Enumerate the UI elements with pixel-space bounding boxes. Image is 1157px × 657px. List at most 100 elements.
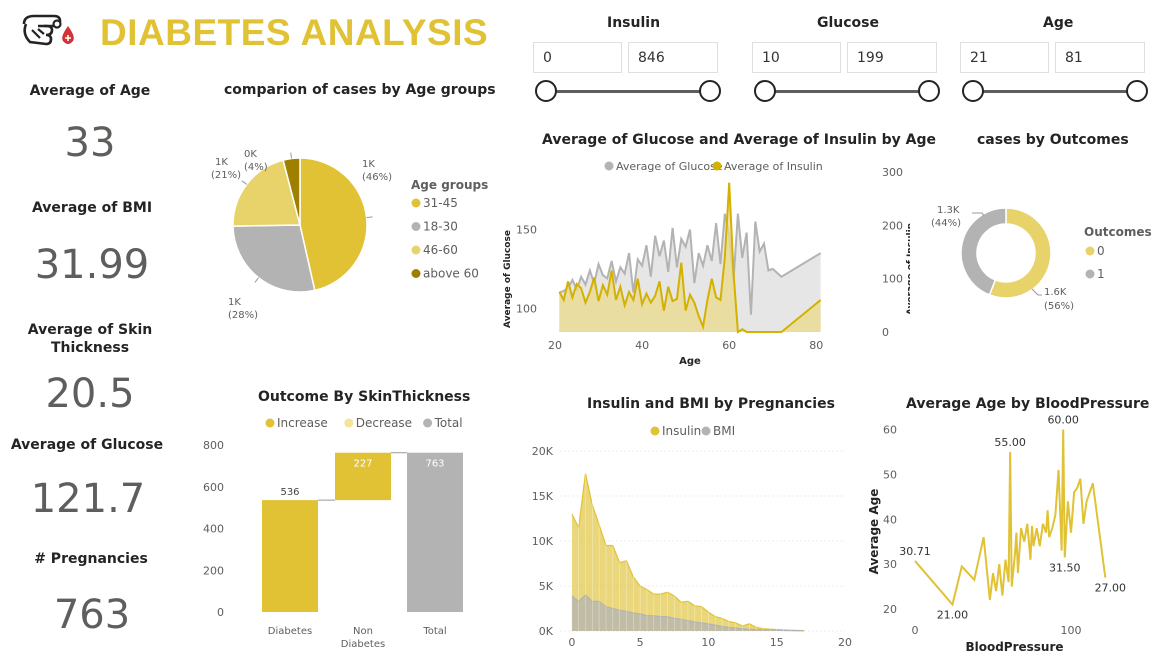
insulin-area: [559, 182, 821, 332]
pie-leader-line: [254, 277, 259, 283]
donut-slice-1: [960, 207, 1007, 296]
insulin-bmi-area-chart: Insulin BMI 0K 5K 10K 15K 20K 0 5 10 15 20: [532, 424, 852, 649]
legend-insulin: Average of Insulin: [724, 160, 823, 173]
slicer-title: Insulin: [607, 15, 661, 31]
kpi-bmi-label: Average of BMI: [31, 200, 153, 216]
donut-data-label: 1.6K: [1044, 287, 1067, 298]
x-tick-label: 20: [548, 339, 562, 352]
donut-legend-item: 1: [1097, 267, 1105, 281]
pie-legend-item: 31-45: [423, 196, 458, 210]
slicer-min-input[interactable]: 10: [752, 42, 841, 73]
pie-slice-18-30: [232, 224, 316, 293]
donut-legend-title: Outcomes: [1084, 225, 1152, 239]
y-tick-label: 200: [203, 564, 224, 577]
x-tick-label: 0: [568, 636, 575, 649]
legend-marker-insulin: [650, 426, 660, 436]
slicer-min-input[interactable]: 0: [533, 42, 622, 73]
waterfall-bar: [262, 500, 318, 612]
slicer-min-handle[interactable]: [535, 80, 557, 102]
pie-data-label: 1K: [215, 157, 228, 168]
donut-chart-title: cases by Outcomes: [977, 132, 1129, 148]
slicer-max-handle[interactable]: [918, 80, 940, 102]
area-line-bmi: [571, 594, 805, 632]
x-tick-label: 15: [770, 636, 784, 649]
legend-marker-insulin: [712, 161, 722, 171]
y-tick-label: 100: [516, 302, 537, 315]
outcomes-donut-chart: 1.3K (44%) 1.6K (56%) Outcomes 0 1: [931, 205, 1152, 312]
y-tick-label: 15K: [532, 490, 554, 503]
pie-legend-marker: [411, 245, 421, 255]
pie-data-label: (28%): [228, 310, 258, 321]
skin-thickness-waterfall-chart: Increase Decrease Total 0 200 400 600 800 536 227…: [203, 416, 463, 650]
pie-data-label: 0K: [244, 149, 257, 160]
y2-tick-label: 300: [882, 166, 903, 179]
x-tick-label: Diabetes: [341, 639, 385, 650]
y-tick-label: 40: [883, 513, 897, 526]
pie-data-label: (4%): [244, 162, 268, 173]
y-tick-label: 20K: [532, 445, 554, 458]
slicer-max-handle[interactable]: [699, 80, 721, 102]
donut-legend-marker: [1085, 269, 1095, 279]
glucose-line: [559, 213, 822, 315]
slicer-max-input[interactable]: 199: [847, 42, 937, 73]
y2-axis-title: Average of Insulin: [906, 223, 910, 315]
slicer-min-handle[interactable]: [962, 80, 984, 102]
waterfall-data-label: 763: [425, 459, 444, 470]
bp-data-label: 55.00: [994, 436, 1026, 449]
legend-marker-glucose: [604, 161, 614, 171]
x-tick-label: 10: [701, 636, 715, 649]
waterfall-legend-marker: [344, 418, 354, 428]
x-tick-label: Diabetes: [268, 626, 312, 637]
x-tick-label: 40: [635, 339, 649, 352]
slicer-max-input[interactable]: 81: [1055, 42, 1145, 73]
donut-data-label: 1.3K: [937, 205, 960, 216]
kpi-age-value: 33: [64, 120, 116, 166]
waterfall-legend-item: Decrease: [356, 416, 412, 430]
kpi-pregnancies-value: 763: [53, 592, 131, 638]
area-line-insulin: [571, 473, 805, 632]
x-tick-label: 100: [1061, 624, 1082, 637]
waterfall-legend-marker: [423, 418, 433, 428]
slicer-min-input[interactable]: 21: [960, 42, 1049, 73]
y2-tick-label: 200: [882, 219, 903, 232]
x-axis-title: Age: [679, 356, 701, 367]
pie-slice-31-45: [299, 157, 368, 292]
kpi-skin-label: Average of Skin Thickness: [27, 322, 153, 356]
donut-leader-line: [1031, 288, 1042, 296]
x-tick-label: 60: [722, 339, 736, 352]
kpi-glucose-value: 121.7: [30, 476, 146, 522]
bp-data-label: 27.00: [1095, 582, 1127, 595]
donut-legend-marker: [1085, 246, 1095, 256]
y-axis-title: Average Age: [867, 489, 881, 575]
donut-data-label: (56%): [1044, 301, 1074, 312]
y-axis-title: Average of Glucose: [503, 230, 513, 328]
slicer-track[interactable]: [543, 90, 713, 93]
slicer-track[interactable]: [762, 90, 932, 93]
kpi-bmi-value: 31.99: [34, 242, 150, 288]
kpi-pregnancies-label: # Pregnancies: [34, 551, 148, 567]
y-tick-label: 150: [516, 223, 537, 236]
slicer-min-handle[interactable]: [754, 80, 776, 102]
kpi-age-label: Average of Age: [29, 83, 151, 99]
bp-data-label: 60.00: [1047, 413, 1079, 426]
page-title: DIABETES ANALYSIS: [100, 12, 489, 53]
donut-leader-line: [972, 212, 985, 217]
bp-data-label: 21.00: [937, 609, 969, 622]
y-tick-label: 0: [217, 606, 224, 619]
bp-data-label: 31.50: [1049, 561, 1081, 574]
slicer-track[interactable]: [970, 90, 1140, 93]
pie-leader-line: [290, 152, 293, 159]
legend-glucose: Average of Glucose: [616, 160, 723, 173]
area-insulin: [571, 473, 805, 631]
x-axis-title: BloodPressure: [965, 640, 1063, 654]
y-tick-label: 0K: [539, 625, 554, 638]
pie-legend-item: above 60: [423, 267, 479, 281]
y-tick-label: 400: [203, 523, 224, 536]
pie-leader-line: [241, 180, 247, 185]
pie-data-label: 1K: [362, 159, 375, 170]
x-tick-label: 5: [637, 636, 644, 649]
average-age-line: [914, 429, 1107, 607]
legend-bmi: BMI: [713, 424, 735, 438]
slicer-max-input[interactable]: 846: [628, 42, 718, 73]
slicer-max-handle[interactable]: [1126, 80, 1148, 102]
